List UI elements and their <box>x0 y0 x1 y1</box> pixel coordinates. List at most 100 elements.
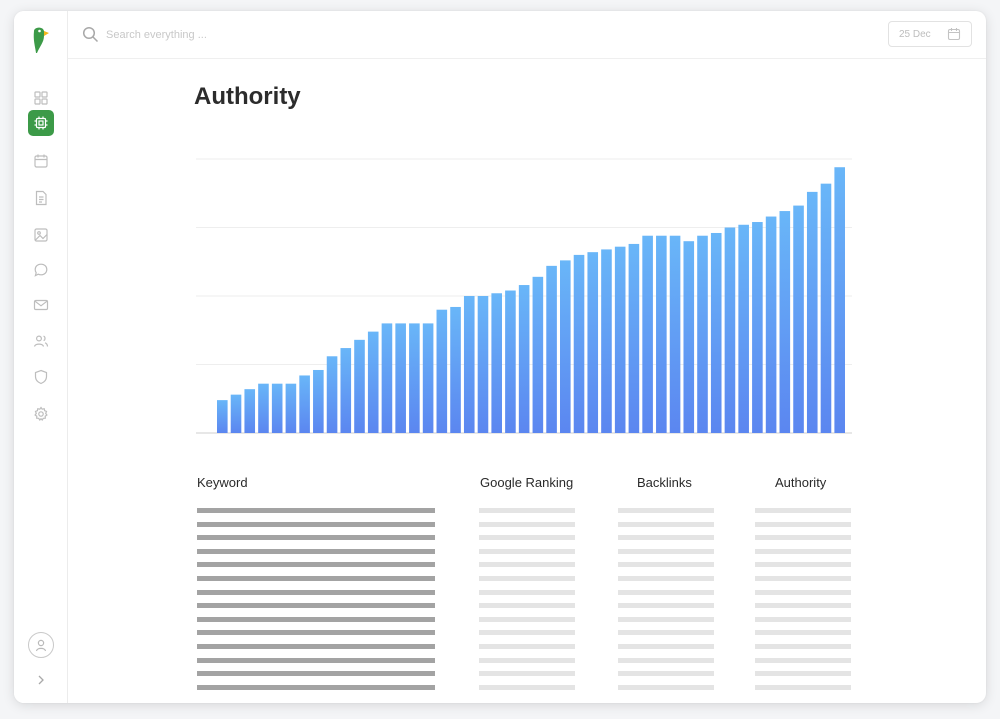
chart-bar[interactable] <box>697 235 708 433</box>
table-row <box>618 548 714 554</box>
chart-bar[interactable] <box>820 183 832 433</box>
chart-bar[interactable] <box>450 306 461 433</box>
chart-bar[interactable] <box>271 383 283 433</box>
table-row <box>618 643 714 649</box>
table-row <box>479 630 575 636</box>
chart-bar[interactable] <box>367 331 379 433</box>
grid-icon <box>34 91 48 105</box>
table-row <box>197 575 435 581</box>
chart-bar[interactable] <box>614 246 626 433</box>
table-row <box>755 535 851 541</box>
chart-bar[interactable] <box>463 296 475 433</box>
chart-bar[interactable] <box>765 216 777 433</box>
chart-bar[interactable] <box>573 254 585 433</box>
chat-icon <box>34 263 48 277</box>
table-row <box>755 684 851 690</box>
chart-bar[interactable] <box>230 394 242 433</box>
chart-bar[interactable] <box>752 222 763 433</box>
parrot-logo-icon[interactable] <box>30 26 54 54</box>
chart-bar[interactable] <box>244 389 256 433</box>
sidebar <box>14 11 68 703</box>
column-header-authority[interactable]: Authority <box>775 475 827 490</box>
chart-bar[interactable] <box>340 348 352 433</box>
chart-bar[interactable] <box>518 285 530 433</box>
table-row <box>479 684 575 690</box>
table-row <box>479 671 575 677</box>
sidebar-item-image[interactable] <box>28 222 54 248</box>
table-row <box>755 508 851 513</box>
table-row <box>618 562 714 568</box>
table-row <box>618 671 714 677</box>
chart-bar[interactable] <box>806 191 818 433</box>
chart-bar[interactable] <box>217 400 228 433</box>
chart-bar[interactable] <box>642 235 653 433</box>
chart-bar[interactable] <box>381 323 393 433</box>
table-row <box>479 521 575 527</box>
sidebar-item-shield[interactable] <box>28 364 54 390</box>
table-row <box>755 643 851 649</box>
chart-bar[interactable] <box>560 260 571 433</box>
table-row <box>479 535 575 541</box>
chart-bar[interactable] <box>326 356 338 433</box>
chart-bar[interactable] <box>546 265 557 433</box>
chart-bar[interactable] <box>724 227 736 434</box>
sidebar-item-mail[interactable] <box>28 292 54 318</box>
expand-sidebar-button[interactable] <box>32 671 50 689</box>
sidebar-item-document[interactable] <box>28 185 54 211</box>
sidebar-item-chat[interactable] <box>28 257 54 283</box>
chart-bar[interactable] <box>395 323 406 433</box>
column-header-google-ranking[interactable]: Google Ranking <box>480 475 574 490</box>
table-row <box>197 630 435 636</box>
sidebar-item-users[interactable] <box>28 328 54 354</box>
search-input[interactable] <box>106 24 366 46</box>
chart-bar[interactable] <box>354 339 365 433</box>
column-header-backlinks[interactable]: Backlinks <box>637 475 692 490</box>
chart-bar[interactable] <box>779 211 791 433</box>
chart-bar[interactable] <box>628 243 640 433</box>
sidebar-item-gear[interactable] <box>28 401 54 427</box>
chart-bar[interactable] <box>656 235 667 433</box>
chart-bar[interactable] <box>738 224 749 433</box>
chart-bar[interactable] <box>587 252 599 433</box>
chart-bar[interactable] <box>532 276 544 433</box>
table-row <box>197 603 435 609</box>
table-row <box>197 562 435 568</box>
user-avatar[interactable] <box>28 632 54 658</box>
table-row <box>197 508 435 513</box>
date-label: 25 Dec <box>899 28 931 40</box>
table-row <box>755 589 851 595</box>
table-row <box>479 589 575 595</box>
chart-bar[interactable] <box>710 232 722 433</box>
table-row <box>755 548 851 554</box>
column-header-keyword[interactable]: Keyword <box>197 475 248 490</box>
table-row <box>755 630 851 636</box>
table-row <box>197 671 435 677</box>
chart-bar[interactable] <box>313 369 324 433</box>
chart-bar[interactable] <box>491 293 502 433</box>
chart-bar[interactable] <box>669 235 681 433</box>
table-row <box>755 657 851 663</box>
date-picker[interactable]: 25 Dec <box>888 21 972 47</box>
calendar-icon <box>34 154 48 168</box>
chart-bar[interactable] <box>477 296 489 433</box>
app-window: 25 Dec Authority Keyword Google Ranking … <box>14 11 986 703</box>
chart-bar[interactable] <box>793 205 804 433</box>
chart-bar[interactable] <box>834 167 845 433</box>
chart-bar[interactable] <box>683 241 695 433</box>
sidebar-item-chip[interactable] <box>28 110 54 136</box>
chart-bar[interactable] <box>436 309 448 433</box>
sidebar-item-grid[interactable] <box>28 85 54 111</box>
chart-bar[interactable] <box>409 323 420 433</box>
calendar-icon <box>947 28 961 41</box>
chart-bar[interactable] <box>285 383 297 433</box>
topbar: 25 Dec <box>68 11 986 59</box>
chip-icon <box>34 116 48 130</box>
chart-bar[interactable] <box>422 323 434 433</box>
chart-bar[interactable] <box>505 290 516 433</box>
chart-bar[interactable] <box>258 383 269 433</box>
sidebar-item-calendar[interactable] <box>28 148 54 174</box>
chart-bar[interactable] <box>601 249 612 433</box>
chart-bar[interactable] <box>299 375 310 433</box>
table-row <box>755 671 851 677</box>
table-row <box>618 603 714 609</box>
